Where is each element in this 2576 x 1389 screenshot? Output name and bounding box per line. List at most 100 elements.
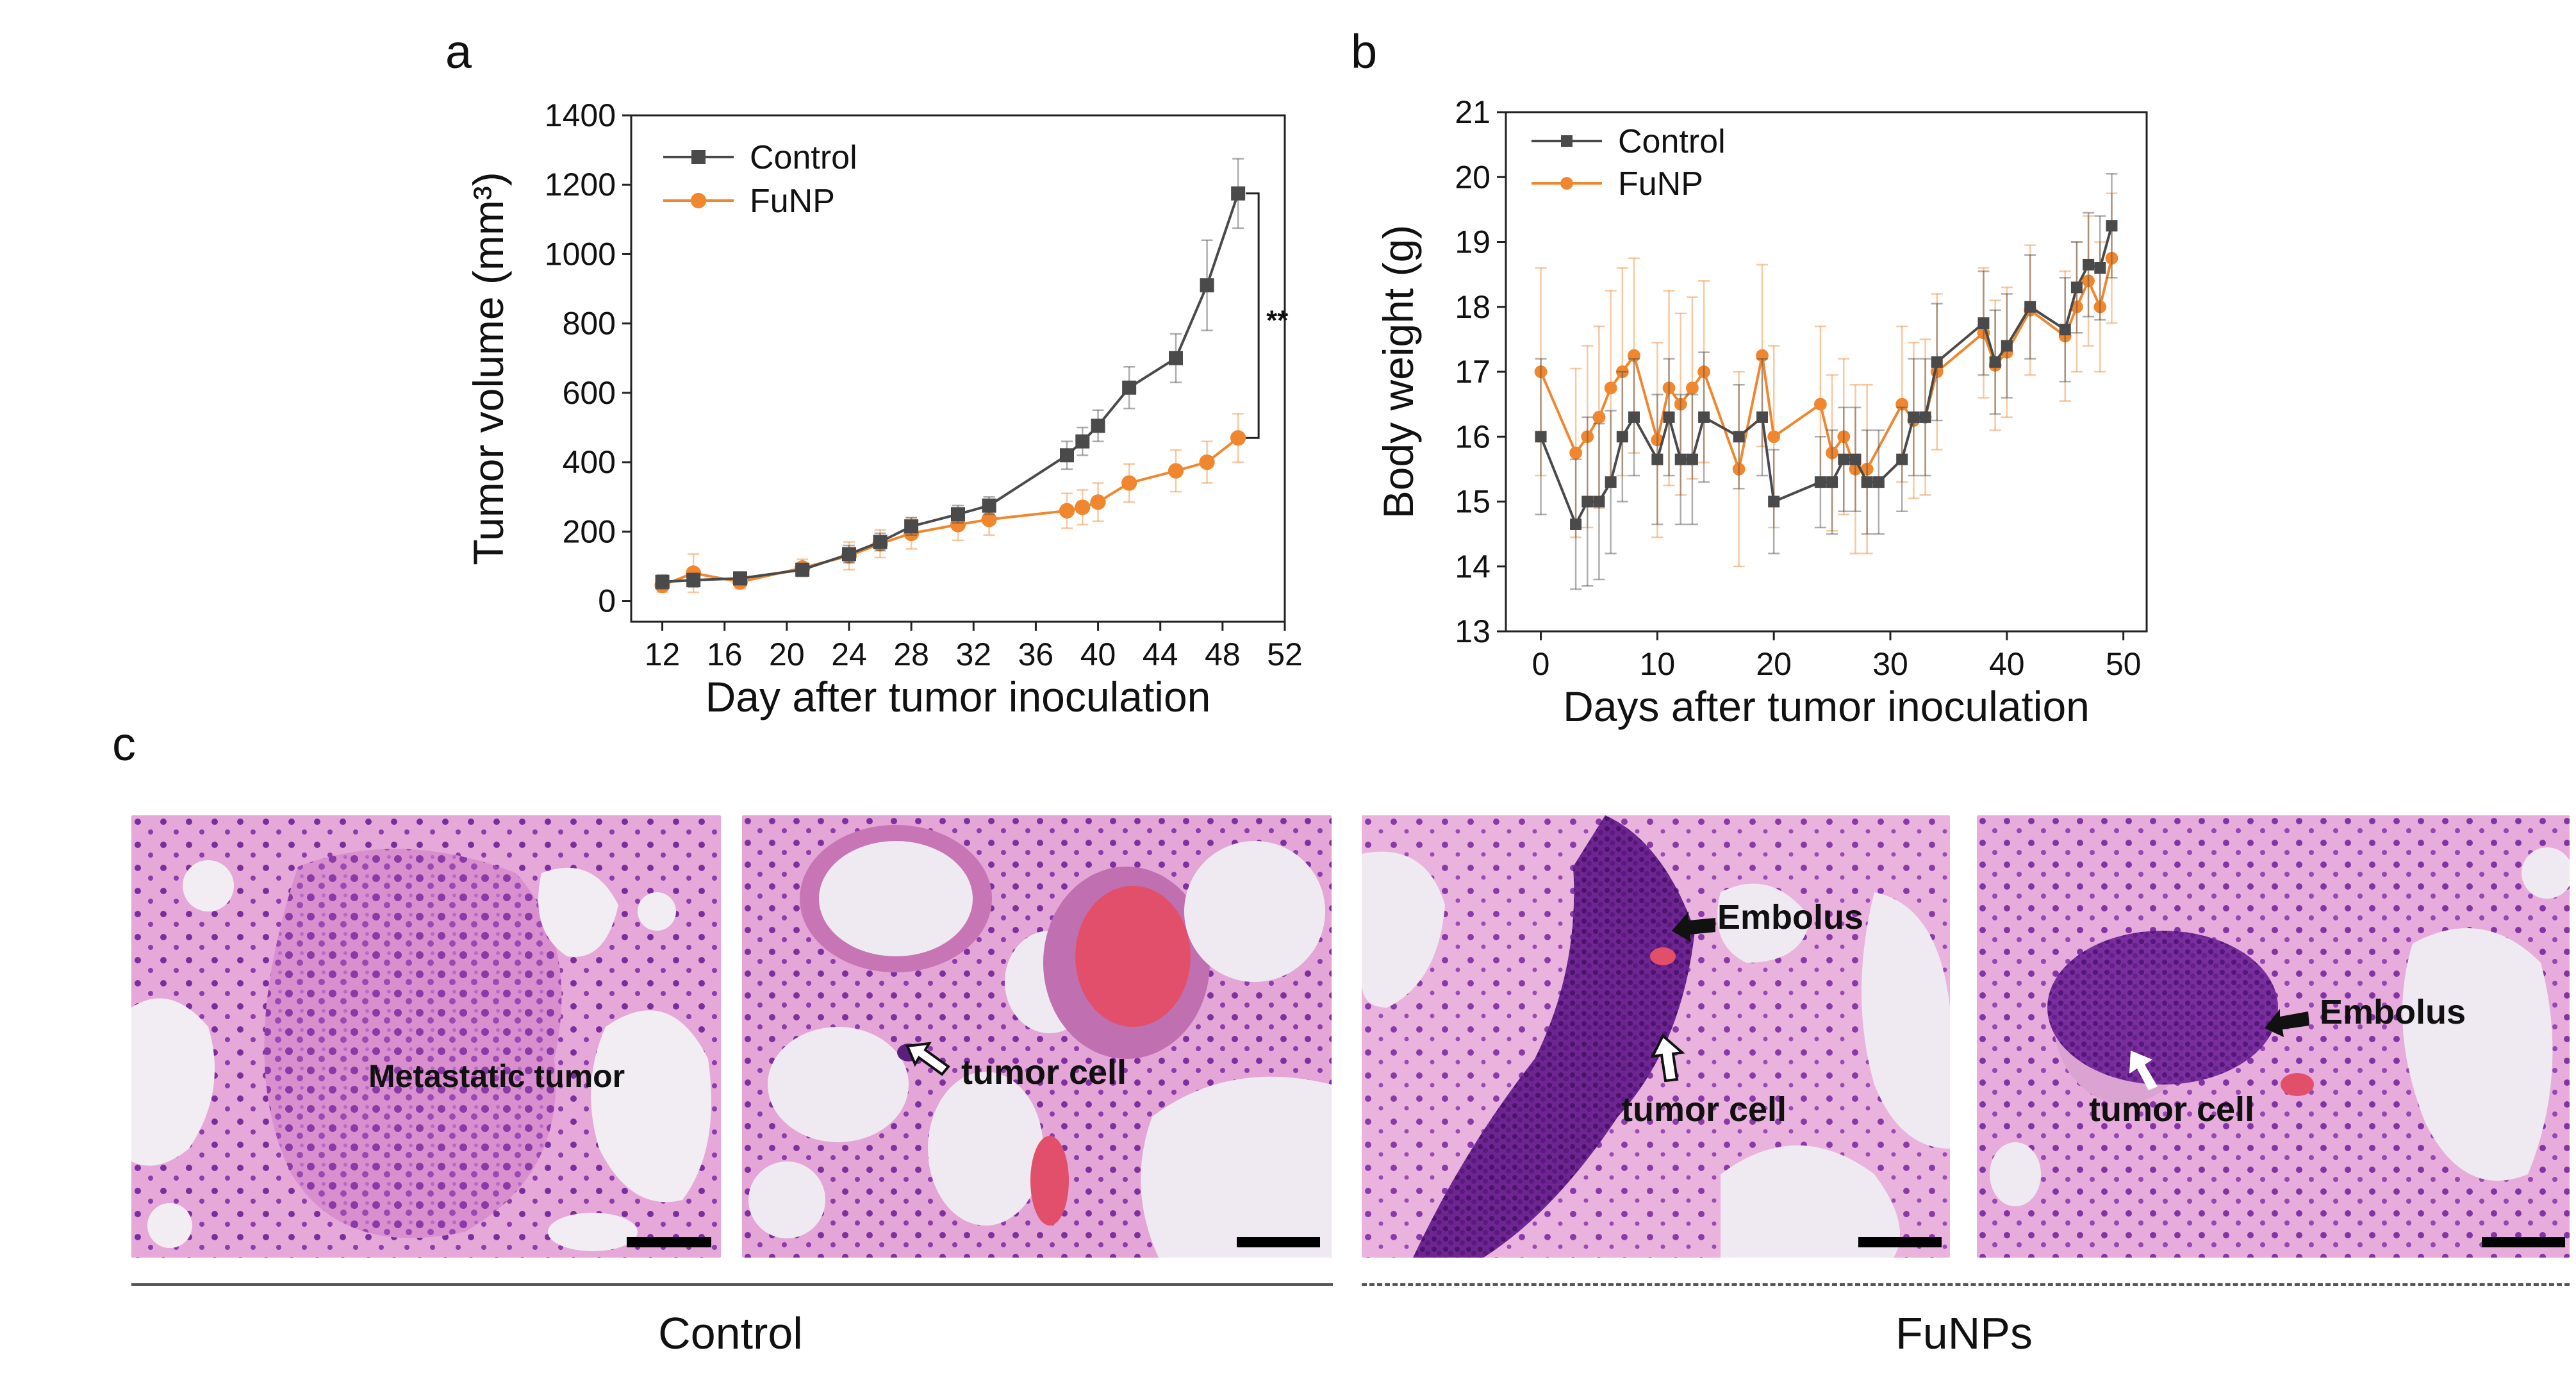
data-point — [1733, 431, 1745, 443]
x-tick-label: 12 — [645, 636, 681, 672]
series-line — [661, 437, 1239, 587]
y-tick-label: 13 — [1455, 613, 1490, 649]
data-point — [1814, 397, 1827, 411]
data-point — [1230, 430, 1246, 446]
y-tick-label: 21 — [1455, 94, 1490, 130]
data-point — [1767, 430, 1781, 444]
legend-marker — [1561, 135, 1573, 147]
label-metastatic-tumor: Metastatic tumor — [368, 1058, 625, 1094]
label-embolus-2: Embolus — [2320, 993, 2466, 1031]
x-tick-label: 0 — [1532, 646, 1550, 682]
micrograph-funps-1-image — [1362, 815, 1950, 1258]
data-point — [1861, 476, 1873, 488]
data-point — [1919, 411, 1931, 423]
data-point — [2083, 258, 2095, 270]
x-tick-label: 50 — [2106, 646, 2142, 682]
data-point — [733, 571, 747, 586]
legend-label: Control — [1618, 123, 1726, 160]
micrograph-funps-2 — [1977, 815, 2570, 1258]
data-point — [1662, 381, 1676, 395]
data-point — [1814, 476, 1826, 488]
data-point — [1605, 476, 1617, 488]
data-point — [655, 574, 670, 589]
data-point — [1697, 365, 1710, 378]
panel-label-a: a — [445, 25, 472, 78]
panel-label-c: c — [112, 717, 136, 770]
x-tick-label: 28 — [893, 636, 929, 672]
arrow-tumor-cell-2-shape — [1650, 1033, 1685, 1083]
x-tick-label: 36 — [1018, 636, 1054, 672]
x-tick-label: 30 — [1872, 646, 1908, 682]
data-point — [1604, 381, 1617, 395]
significance-label: ** — [1266, 304, 1289, 336]
x-tick-label: 48 — [1205, 636, 1241, 672]
y-tick-label: 16 — [1455, 419, 1490, 454]
data-point — [981, 512, 997, 528]
x-tick-label: 40 — [1989, 646, 2025, 682]
legend-marker — [690, 192, 707, 209]
data-point — [1593, 495, 1605, 508]
data-point — [1075, 499, 1091, 515]
plot-frame — [630, 114, 1286, 623]
data-point — [686, 573, 701, 588]
micrograph-control-2-image — [742, 815, 1332, 1258]
data-point — [1837, 430, 1851, 444]
label-tumor-cell-2: tumor cell — [1621, 1090, 1787, 1129]
x-tick-label: 44 — [1143, 636, 1178, 672]
y-tick-label: 14 — [1455, 549, 1490, 585]
data-point — [1569, 446, 1582, 460]
y-tick-label: 800 — [563, 306, 616, 342]
data-point — [951, 507, 965, 522]
data-point — [1860, 462, 1874, 476]
data-point — [1674, 397, 1687, 411]
y-axis-label: Body weight (g) — [1375, 225, 1422, 519]
scale-bar-1 — [627, 1237, 711, 1247]
panel-label-b: b — [1351, 25, 1378, 78]
y-tick-label: 200 — [563, 513, 616, 549]
arrow-embolus-1 — [1672, 911, 1715, 942]
x-tick-label: 52 — [1267, 636, 1303, 672]
data-point — [1732, 462, 1746, 476]
y-tick-label: 0 — [598, 583, 616, 619]
arrow-embolus-1-shape — [1672, 911, 1715, 942]
data-point — [1534, 365, 1548, 378]
legend-marker — [691, 150, 706, 164]
data-point — [1674, 453, 1687, 465]
data-point — [1698, 411, 1710, 423]
y-tick-label: 1000 — [545, 236, 616, 272]
data-point — [1908, 411, 1920, 423]
data-point — [1581, 430, 1594, 444]
data-point — [1581, 495, 1594, 508]
data-point — [1826, 446, 1838, 460]
arrow-tumor-cell-3-shape — [2129, 1051, 2158, 1090]
data-point — [2105, 251, 2118, 265]
data-point — [2024, 301, 2036, 313]
x-tick-label: 20 — [769, 636, 805, 672]
arrow-tumor-cell-2 — [1650, 1033, 1685, 1083]
significance-bracket — [1246, 192, 1260, 439]
group-label-control: Control — [658, 1308, 803, 1358]
x-tick-label: 40 — [1080, 636, 1116, 672]
legend-marker — [1560, 177, 1573, 190]
label-tumor-cell-1: tumor cell — [961, 1053, 1127, 1092]
data-point — [873, 535, 888, 549]
legend-label: FuNP — [1618, 165, 1703, 203]
arrow-embolus-2 — [2265, 1009, 2309, 1037]
data-point — [1616, 431, 1628, 443]
data-point — [2094, 262, 2106, 274]
data-point — [1663, 411, 1675, 423]
data-point — [1931, 356, 1943, 368]
data-point — [1121, 475, 1137, 491]
y-tick-label: 600 — [563, 375, 616, 411]
data-point — [2070, 281, 2083, 294]
data-point — [1091, 419, 1105, 433]
data-point — [1535, 431, 1547, 443]
legend-label: Control — [750, 139, 857, 176]
data-point — [982, 498, 996, 513]
micrograph-control-1-image — [131, 815, 721, 1258]
x-axis-label: Days after tumor inoculation — [1563, 683, 2090, 730]
micrograph-control-2 — [742, 815, 1332, 1258]
y-tick-label: 1400 — [545, 97, 616, 133]
arrow-tumor-cell-1 — [905, 1042, 950, 1076]
